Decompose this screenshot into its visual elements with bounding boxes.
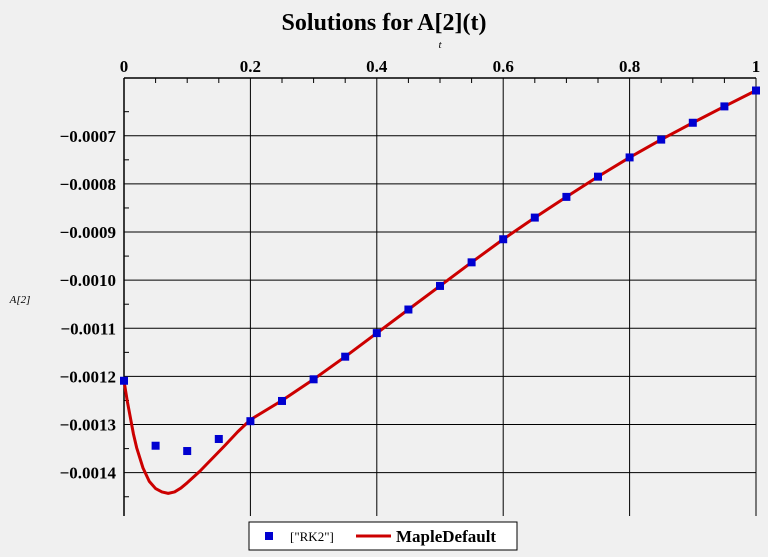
y-tick-label: −0.0011: [61, 319, 117, 338]
chart-title: Solutions for A[2](t): [282, 10, 487, 36]
y-tick-label: −0.0008: [60, 175, 116, 194]
x-tick-label: 0: [120, 57, 129, 76]
legend: ["RK2"] MapleDefault: [248, 521, 518, 551]
grid: [123, 78, 757, 516]
rk2-point: [562, 192, 571, 201]
y-axis-label: A[2]: [9, 294, 31, 306]
rk2-point: [372, 329, 381, 338]
rk2-point: [625, 153, 634, 162]
y-tick-label: −0.0012: [60, 367, 116, 386]
y-tick-labels: −0.0007 −0.0008 −0.0009 −0.0010 −0.0011 −0.00…: [60, 127, 117, 483]
rk2-point: [214, 434, 223, 443]
x-tick-label: 0.8: [619, 57, 640, 76]
scatter-series: [120, 86, 760, 456]
rk2-point: [151, 441, 160, 450]
rk2-point: [467, 258, 476, 267]
y-tick-label: −0.0010: [60, 271, 116, 290]
series-line-mapledefault: [122, 89, 757, 495]
rk2-point: [530, 213, 539, 222]
minor-ticks: [124, 78, 725, 498]
axes: [123, 77, 756, 516]
legend-label-rk2: ["RK2"]: [290, 529, 334, 544]
rk2-point: [720, 102, 729, 111]
line-series: [122, 89, 757, 495]
rk2-point: [436, 281, 444, 290]
legend-label-mapledefault: MapleDefault: [396, 527, 496, 546]
x-tick-labels: 0 0.2 0.4 0.6 0.8 1: [120, 57, 761, 76]
y-tick-label: −0.0013: [60, 416, 116, 435]
rk2-point: [341, 352, 350, 361]
rk2-point: [246, 417, 255, 426]
y-tick-label: −0.0007: [60, 127, 117, 146]
rk2-point: [594, 172, 602, 181]
rk2-point: [688, 118, 697, 127]
rk2-point: [499, 235, 508, 244]
rk2-point: [404, 305, 413, 314]
rk2-point: [183, 447, 192, 456]
y-tick-label: −0.0009: [60, 223, 116, 242]
rk2-point: [657, 135, 666, 144]
x-tick-label: 0.4: [366, 57, 388, 76]
y-tick-label: −0.0014: [60, 464, 117, 483]
plot-area: [124, 78, 756, 516]
rk2-point: [278, 396, 286, 405]
x-tick-label: 1: [752, 57, 761, 76]
x-axis-label: t: [438, 39, 442, 51]
rk2-point: [752, 86, 760, 95]
rk2-point: [120, 376, 128, 385]
legend-marker-rk2: [265, 532, 273, 540]
rk2-point: [309, 375, 318, 384]
x-tick-label: 0.6: [493, 57, 514, 76]
x-tick-label: 0.2: [240, 57, 261, 76]
